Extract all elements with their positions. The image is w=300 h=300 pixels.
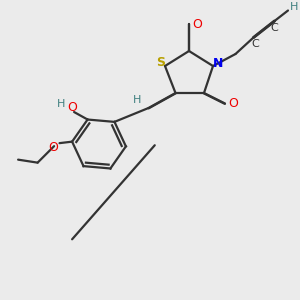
Text: C: C	[270, 22, 278, 33]
Text: H: H	[133, 94, 141, 105]
Text: O: O	[67, 101, 76, 114]
Text: H: H	[57, 99, 66, 109]
Text: O: O	[229, 97, 238, 110]
Text: O: O	[193, 17, 202, 31]
Text: N: N	[213, 57, 224, 70]
Text: S: S	[156, 56, 165, 69]
Text: C: C	[251, 39, 259, 49]
Text: O: O	[49, 141, 58, 154]
Text: H: H	[290, 2, 298, 12]
